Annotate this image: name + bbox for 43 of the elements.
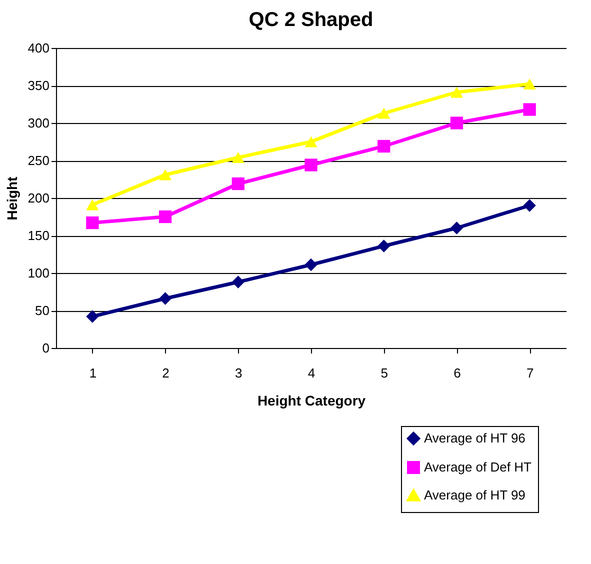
point — [158, 210, 172, 224]
chart-title: QC 2 Shaped — [248, 9, 374, 31]
x-tick-label: 2 — [162, 366, 170, 380]
point — [232, 276, 244, 288]
y-tick-label: 200 — [28, 190, 50, 206]
y-tick-label: 50 — [35, 303, 50, 318]
y-tick-label: 350 — [28, 78, 50, 93]
point — [304, 158, 318, 172]
point — [450, 116, 464, 130]
x-tick-label: 5 — [380, 366, 388, 380]
y-tick-label: 0 — [42, 340, 50, 356]
x-axis-title: Height Category — [257, 392, 366, 408]
point — [523, 78, 536, 90]
point — [523, 103, 536, 116]
point — [86, 199, 99, 210]
x-tick-label: 7 — [526, 366, 534, 380]
y-tick-label: 300 — [28, 116, 50, 130]
point — [158, 292, 172, 305]
point — [232, 152, 244, 163]
legend-label: Average of Def HT — [424, 460, 532, 474]
y-tick-label: 100 — [28, 266, 50, 280]
point — [86, 310, 99, 323]
point — [378, 240, 390, 252]
point — [304, 258, 318, 272]
x-tick-label: 4 — [308, 366, 316, 380]
point — [232, 177, 244, 190]
y-tick-label: 150 — [28, 228, 50, 243]
point — [378, 140, 390, 153]
point — [378, 108, 390, 119]
y-axis-title: Height — [4, 176, 20, 220]
point — [450, 222, 464, 234]
point — [158, 169, 172, 180]
point — [86, 216, 99, 230]
y-tick-label: 250 — [28, 153, 50, 168]
legend-label: Average of HT 96 — [424, 430, 526, 446]
y-tick-label: 400 — [28, 40, 50, 56]
x-tick-label: 6 — [454, 366, 461, 380]
x-tick-label: 1 — [89, 366, 97, 380]
x-tick-label: 3 — [235, 366, 242, 380]
point — [523, 199, 536, 212]
point — [304, 136, 318, 148]
legend-label: Average of HT 99 — [424, 488, 526, 502]
point — [450, 86, 464, 98]
